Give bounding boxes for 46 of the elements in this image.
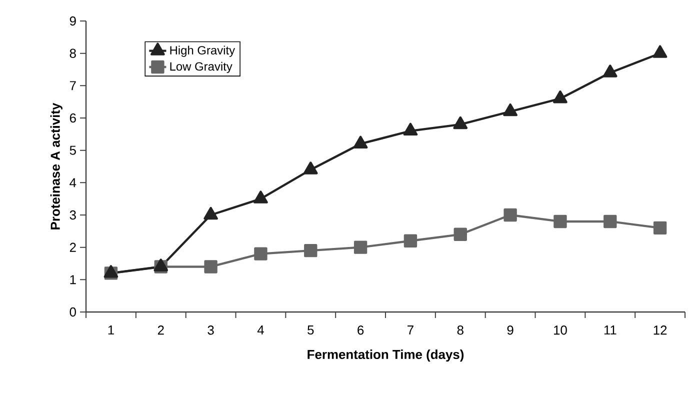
y-tick-label: 2 <box>70 242 76 252</box>
x-tick-label: 1 <box>108 326 114 334</box>
y-tick-label: 9 <box>70 16 76 26</box>
point <box>303 162 318 174</box>
point <box>604 214 617 228</box>
point <box>204 206 218 220</box>
point <box>204 260 218 274</box>
point <box>354 240 368 254</box>
legend-label: Low Gravity <box>170 62 232 74</box>
y-tick-label: 1 <box>70 275 76 284</box>
point <box>653 221 667 235</box>
y-tick-label: 6 <box>70 113 76 123</box>
x-tick-label: 8 <box>457 326 464 335</box>
x-tick-label: 7 <box>408 326 414 334</box>
x-tick-label: 5 <box>308 326 314 335</box>
point <box>304 244 318 258</box>
y-tick-label: 8 <box>70 48 76 58</box>
y-tick-label: 4 <box>70 178 76 188</box>
x-tick-label: 9 <box>507 326 514 335</box>
x-tick-label: 3 <box>208 326 214 335</box>
point <box>652 45 668 58</box>
point <box>254 190 268 204</box>
x-tick-label: 4 <box>257 326 264 334</box>
point <box>504 208 517 222</box>
y-tick-label: 7 <box>70 81 76 90</box>
point <box>503 103 518 116</box>
point <box>404 234 418 248</box>
point <box>602 64 618 78</box>
x-tick-label: 2 <box>158 326 164 335</box>
point <box>553 90 568 104</box>
point <box>254 247 268 260</box>
x-tick-label: 10 <box>554 326 567 335</box>
y-axis-title: Proteinase A activity <box>50 102 62 230</box>
y-tick-label: 5 <box>70 146 76 155</box>
x-tick-label: 12 <box>654 326 667 335</box>
point <box>403 122 418 136</box>
y-tick-label: 3 <box>70 210 76 220</box>
point <box>454 228 467 241</box>
point <box>353 136 368 148</box>
legend-label: High Gravity <box>170 46 236 57</box>
x-tick-label: 6 <box>358 326 364 335</box>
x-axis-title: Fermentation Time (days) <box>308 350 464 362</box>
y-tick-label: 0 <box>70 307 76 317</box>
x-tick-label: 11 <box>604 326 616 334</box>
point <box>554 214 567 228</box>
point <box>453 116 468 130</box>
